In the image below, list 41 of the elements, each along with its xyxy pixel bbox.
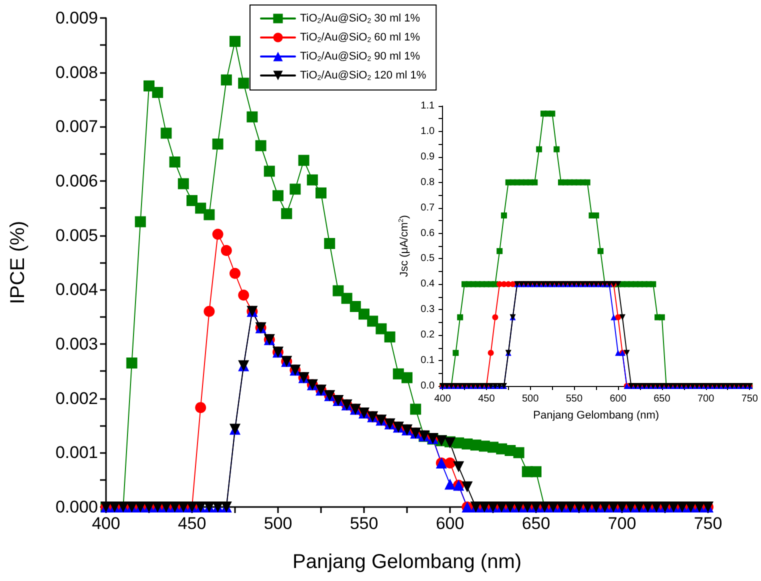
y-tick-label: 0.1 xyxy=(420,355,435,366)
x-tick-label: 750 xyxy=(694,514,722,533)
y-tick-label: 0.002 xyxy=(55,388,98,408)
y-tick-label: 0.001 xyxy=(55,443,98,462)
y-tick-label: 0.007 xyxy=(55,117,98,136)
y-tick-label: 0.7 xyxy=(420,202,435,214)
x-tick-label: 550 xyxy=(566,394,583,404)
y-tick-label: 0.006 xyxy=(55,172,98,190)
y-tick-label: 0.000 xyxy=(55,498,98,516)
x-tick-label: 450 xyxy=(178,514,206,533)
y-tick-label: 0.008 xyxy=(55,62,98,82)
y-tick-label: 0.005 xyxy=(55,226,98,245)
y-axis-title: IPCE (%) xyxy=(7,220,29,304)
y-tick-label: 0.4 xyxy=(420,278,435,290)
x-tick-label: 400 xyxy=(92,514,120,533)
x-tick-label: 600 xyxy=(610,394,627,404)
x-axis-title: Panjang Gelombang (nm) xyxy=(533,410,660,422)
y-tick-label: 0.8 xyxy=(420,176,435,188)
x-tick-label: 650 xyxy=(654,394,671,404)
x-tick-label: 750 xyxy=(741,394,758,404)
x-tick-label: 550 xyxy=(350,514,378,533)
x-tick-label: 500 xyxy=(522,394,540,404)
y-tick-label: 0.009 xyxy=(55,8,98,28)
x-tick-label: 500 xyxy=(264,514,292,533)
y-tick-label: 0.6 xyxy=(420,228,435,239)
x-tick-label: 700 xyxy=(608,514,636,533)
y-tick-label: 0.3 xyxy=(420,304,435,316)
y-tick-label: 0.003 xyxy=(55,334,98,354)
y-tick-label: 0.0 xyxy=(420,380,435,392)
x-tick-label: 650 xyxy=(522,514,550,533)
y-tick-label: 0.5 xyxy=(420,253,435,264)
y-tick-label: 0.9 xyxy=(420,151,435,162)
x-tick-label: 400 xyxy=(434,394,452,404)
y-tick-label: 1.1 xyxy=(420,100,435,112)
x-tick-label: 700 xyxy=(697,394,715,404)
y-tick-label: 1.0 xyxy=(420,126,435,137)
y-tick-label: 0.2 xyxy=(420,330,435,341)
x-tick-label: 600 xyxy=(436,514,464,533)
x-tick-label: 450 xyxy=(478,394,496,404)
x-axis-title: Panjang Gelombang (nm) xyxy=(292,551,522,573)
y-tick-label: 0.004 xyxy=(55,280,98,300)
